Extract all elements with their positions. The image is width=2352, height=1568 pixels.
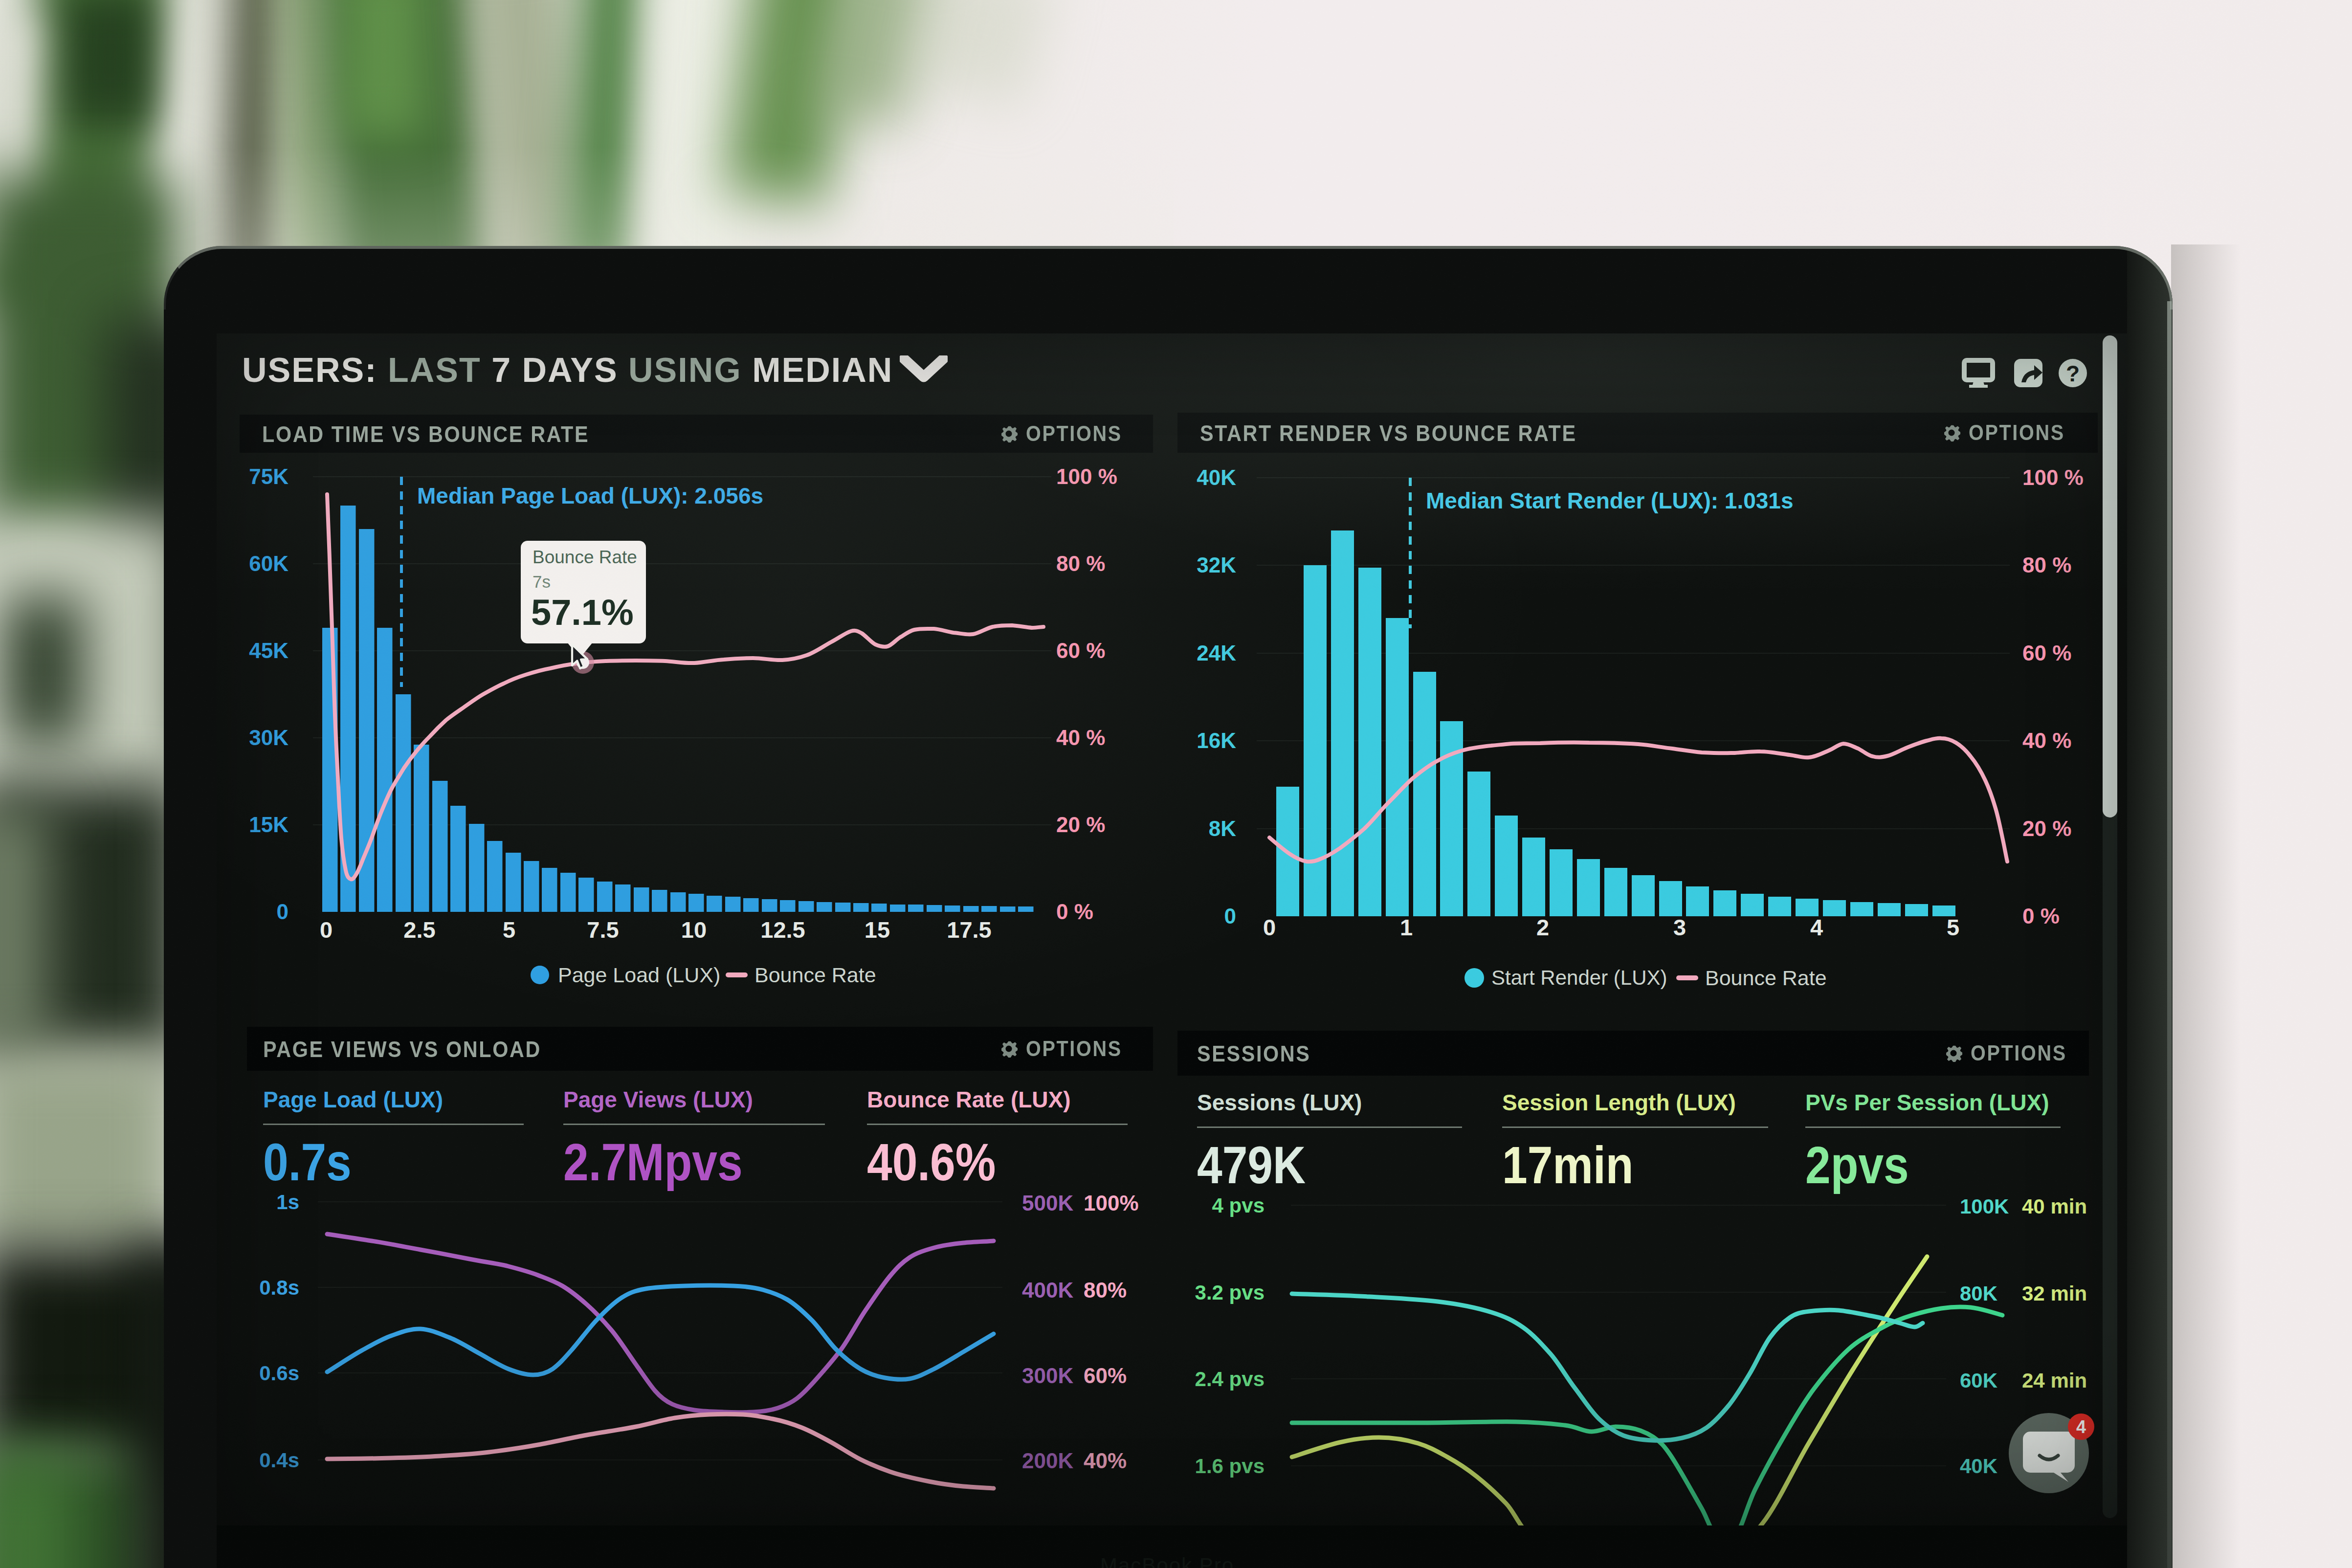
svg-text:?: ? <box>2066 361 2080 386</box>
